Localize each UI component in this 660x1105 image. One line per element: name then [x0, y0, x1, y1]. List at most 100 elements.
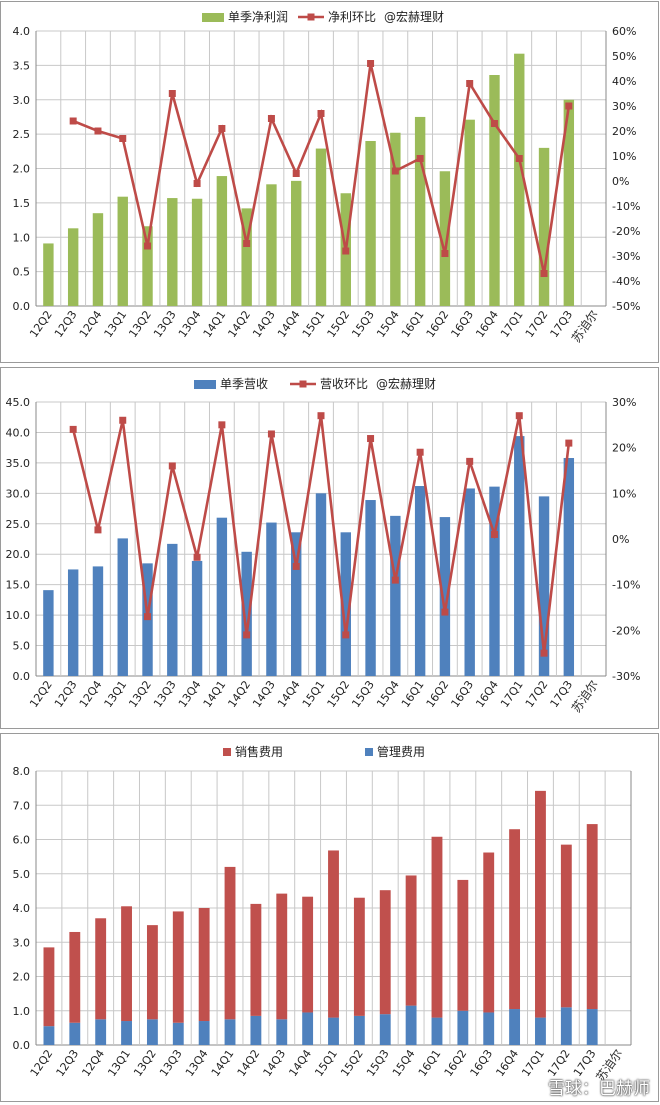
x-tick-label: 14Q3 [250, 308, 278, 340]
x-tick-label: 16Q3 [468, 1047, 496, 1079]
bar [191, 198, 203, 306]
bar-segment [198, 1021, 210, 1045]
x-tick-label: 13Q1 [102, 308, 130, 340]
bar-segment [276, 1019, 288, 1045]
x-tick-label: 14Q1 [201, 678, 229, 710]
bar [117, 538, 128, 676]
bar-segment [121, 906, 132, 1022]
y-tick-label: 1.0 [13, 231, 31, 244]
line-marker [193, 180, 201, 187]
y-tick-label: 3.0 [13, 936, 31, 949]
bar [390, 515, 401, 676]
y-tick-label: 20.0 [6, 548, 31, 561]
y2-tick-label: -30% [612, 250, 640, 263]
x-tick-label: 16Q3 [448, 308, 476, 340]
bar-segment [328, 1017, 339, 1045]
line-marker [540, 649, 548, 657]
bar-segment [276, 893, 288, 1020]
x-tick-label: 13Q3 [157, 1047, 185, 1079]
x-tick-label: 16Q1 [399, 678, 427, 710]
line-marker [416, 448, 424, 456]
bar [291, 532, 302, 676]
bar-segment [483, 1012, 495, 1045]
bar [390, 132, 401, 306]
y2-tick-label: 30% [612, 100, 636, 113]
bar-segment [224, 1019, 236, 1045]
x-tick-label: 16Q1 [416, 1047, 444, 1079]
x-tick-label: 13Q4 [183, 1047, 211, 1079]
y-tick-label: 15.0 [6, 579, 31, 592]
bar-segment [405, 875, 417, 1006]
bar-segment [431, 1017, 443, 1045]
y-tick-label: 6.0 [13, 834, 31, 847]
bar [216, 176, 228, 306]
x-tick-label: 15Q3 [349, 678, 377, 710]
bar [538, 147, 550, 306]
y2-tick-label: 10% [612, 150, 636, 163]
line-marker [540, 270, 548, 277]
x-tick-label: 15Q3 [364, 1047, 392, 1079]
bar-segment [509, 829, 521, 1010]
bar-segment [379, 890, 391, 1015]
net-profit-chart: 0.0 0.5 1.0 1.5 2.0 2.5 3.0 3.5 4.0 -50% -40% -30% -… [13, 9, 641, 345]
x-tick-label: 16Q4 [473, 308, 501, 340]
bar-segment [43, 947, 55, 1027]
y-tick-label: 0.5 [13, 266, 31, 279]
bar [538, 496, 550, 676]
y-tick-label: 45.0 [6, 396, 31, 409]
x-tick-label: 16Q2 [424, 308, 452, 340]
x-tick-label: 14Q1 [209, 1047, 237, 1079]
x-tick-label: 12Q3 [52, 678, 80, 710]
line-marker [193, 553, 201, 561]
line-marker [292, 562, 300, 570]
bar-segment [560, 844, 572, 1008]
line-marker [243, 631, 251, 639]
x-tick-label: 13Q1 [105, 1047, 133, 1079]
y2-tick-label: 20% [612, 125, 636, 138]
bar-segment [535, 1017, 546, 1045]
x-tick-label: 14Q1 [201, 308, 229, 340]
x-tick-label: 12Q4 [77, 308, 105, 340]
x-tick-label: 14Q3 [250, 678, 278, 710]
y-tick-label: 2.5 [13, 128, 31, 141]
x-tick-label: 15Q1 [300, 308, 328, 340]
bar [464, 119, 475, 306]
line-marker [119, 416, 127, 424]
bar-segment [198, 908, 210, 1022]
x-tick-label: 15Q2 [325, 678, 353, 710]
x-tick-label: 12Q4 [77, 678, 105, 710]
bar-segment [535, 790, 546, 1018]
x-tick-label: 14Q2 [225, 308, 253, 340]
y-tick-label: 1.5 [13, 197, 31, 210]
legend-marker [299, 380, 307, 388]
line-marker [342, 631, 350, 639]
y2-tick-label: 0% [612, 175, 629, 188]
bar [414, 486, 426, 676]
x-tick-label: 12Q3 [54, 1047, 82, 1079]
bar [514, 436, 525, 676]
y2-tick-label: 10% [612, 487, 636, 500]
y-tick-label: 8.0 [13, 765, 31, 778]
x-tick-label: 15Q3 [349, 308, 377, 340]
x-tick-label: 16Q3 [448, 678, 476, 710]
x-tick-label: 13Q2 [131, 1047, 159, 1079]
legend-label: 单季营收 [220, 377, 268, 391]
x-tick-label: 15Q2 [325, 308, 353, 340]
y-tick-label: 3.0 [13, 94, 31, 107]
bar [563, 99, 575, 306]
y-tick-label: 5.0 [13, 868, 31, 881]
line-marker [218, 421, 226, 429]
bar [43, 590, 54, 676]
revenue-chart-panel: 0.0 5.0 10.0 15.0 20.0 25.0 30.0 35.0 40.0 45.0 -3… [0, 367, 659, 729]
bar [291, 180, 302, 306]
x-tick-label: 13Q4 [176, 308, 204, 340]
bar [464, 488, 475, 676]
net-profit-chart-panel: 0.0 0.5 1.0 1.5 2.0 2.5 3.0 3.5 4.0 -50% -40% -30% -… [0, 1, 659, 363]
x-tick-label: 14Q2 [235, 1047, 263, 1079]
y-tick-label: 10.0 [6, 609, 31, 622]
x-tick-label: 14Q4 [275, 308, 303, 340]
bar-segment [302, 896, 314, 1013]
line-marker [94, 526, 102, 534]
legend-swatch [365, 748, 373, 756]
y-tick-label: 2.0 [13, 971, 31, 984]
